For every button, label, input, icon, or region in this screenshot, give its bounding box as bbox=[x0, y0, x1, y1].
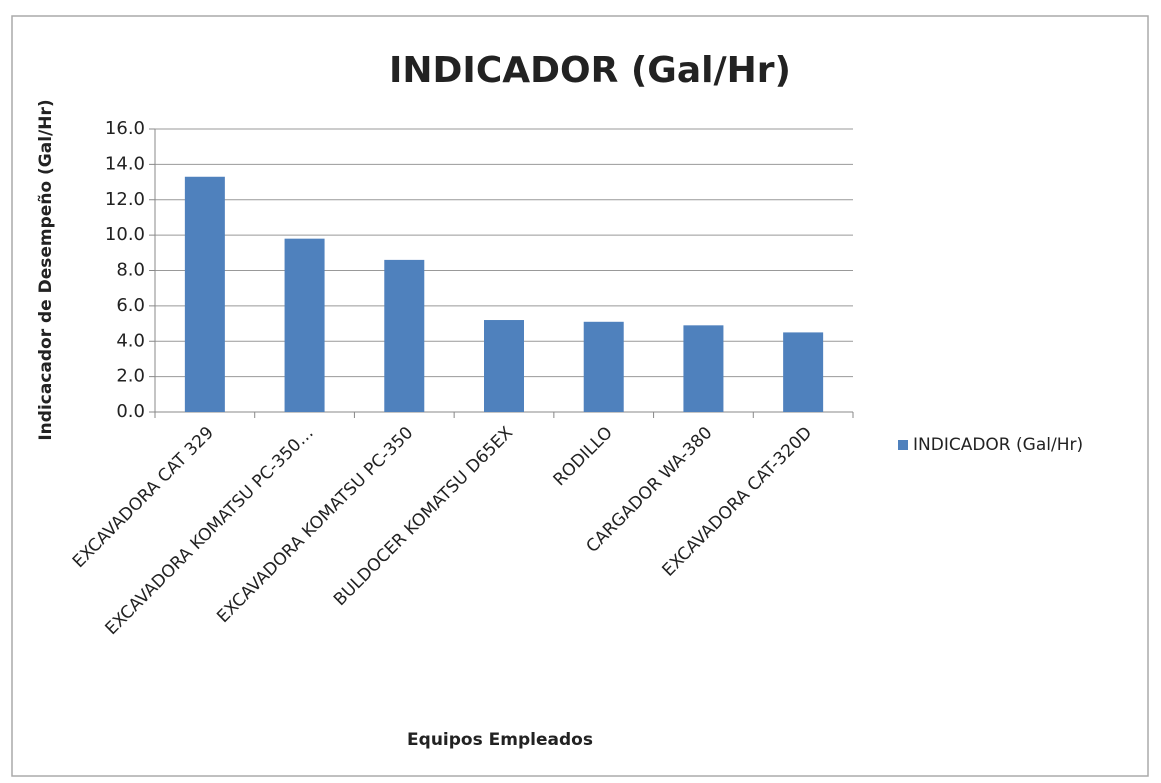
y-tick-label: 10.0 bbox=[105, 224, 145, 245]
bar bbox=[484, 320, 524, 412]
chart-frame bbox=[11, 15, 1149, 777]
bar bbox=[783, 332, 824, 412]
y-tick-label: 12.0 bbox=[105, 189, 145, 210]
x-axis-title: Equipos Empleados bbox=[407, 730, 593, 750]
y-tick-label: 14.0 bbox=[105, 153, 145, 174]
chart-title: INDICADOR (Gal/Hr) bbox=[389, 50, 791, 91]
y-tick-label: 2.0 bbox=[116, 366, 145, 387]
legend-label: INDICADOR (Gal/Hr) bbox=[913, 435, 1083, 455]
bar bbox=[284, 238, 325, 412]
y-tick-label: 8.0 bbox=[116, 260, 145, 281]
bar bbox=[384, 259, 425, 412]
y-tick-label: 6.0 bbox=[116, 295, 145, 316]
bar bbox=[583, 321, 624, 412]
y-tick-label: 0.0 bbox=[116, 401, 145, 422]
bar bbox=[184, 176, 225, 412]
y-axis-title: Indicacador de Desempeño (Gal/Hr) bbox=[36, 99, 56, 440]
bar bbox=[683, 325, 724, 412]
y-tick-label: 4.0 bbox=[116, 330, 145, 351]
y-tick-label: 16.0 bbox=[105, 118, 145, 139]
legend-swatch bbox=[898, 440, 908, 450]
